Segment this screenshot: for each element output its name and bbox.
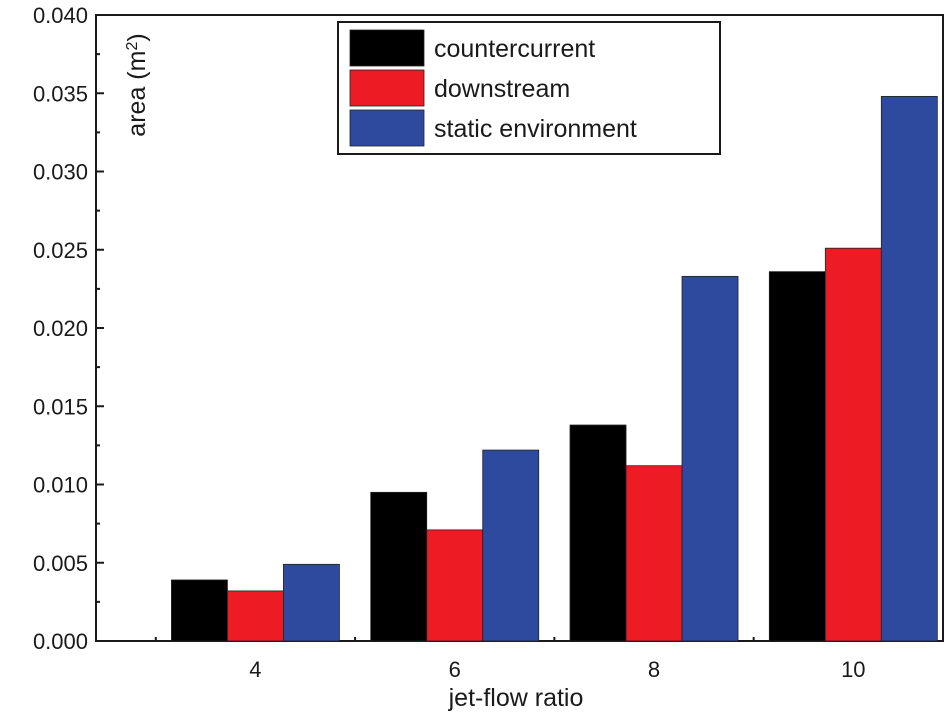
bar-downstream-4 [227,590,284,642]
legend-swatch-countercurrent [349,29,425,67]
y-tick-label: 0.040 [33,3,88,28]
y-tick-label: 0.030 [33,160,88,185]
y-axis-title-close: ) [123,33,151,41]
bar-static-environment-4 [283,563,340,642]
bar-downstream-8 [625,465,683,642]
bar-downstream-10 [824,247,882,642]
y-tick-label: 0.010 [33,473,88,498]
bar-countercurrent-8 [569,424,627,642]
bar-static-environment-6 [482,449,540,642]
legend-swatch-static-environment [349,109,425,147]
bar-countercurrent-6 [370,491,428,642]
y-axis-title-text: area (m [123,51,151,137]
x-tick-label: 6 [449,657,461,682]
x-axis-title: jet-flow ratio [448,684,584,712]
legend-swatch-downstream [349,69,425,107]
y-tick-label: 0.020 [33,316,88,341]
y-axis: 0.000 0.005 0.010 0.015 0.020 0.025 0.030 0.035… [33,3,104,654]
bar-downstream-6 [426,529,484,642]
y-tick-label: 0.015 [33,394,88,419]
y-tick-label: 0.000 [33,629,88,654]
y-tick-label: 0.035 [33,81,88,106]
legend-label: downstream [434,75,570,103]
x-tick-label: 10 [841,657,865,682]
legend-label: static environment [434,115,637,143]
bar-countercurrent-10 [768,271,826,642]
legend-label: countercurrent [434,35,595,63]
y-tick-label: 0.005 [33,551,88,576]
y-axis-title: area (m2) [123,33,151,136]
bars [171,95,938,642]
bar-countercurrent-4 [171,579,228,642]
x-tick-label: 4 [249,657,261,682]
bar-static-environment-8 [681,275,739,642]
x-tick-label: 8 [648,657,660,682]
legend: countercurrent downstream static environme… [337,21,721,155]
bar-static-environment-10 [880,95,938,642]
y-tick-label: 0.025 [33,238,88,263]
y-axis-title-superscript: 2 [124,42,141,51]
